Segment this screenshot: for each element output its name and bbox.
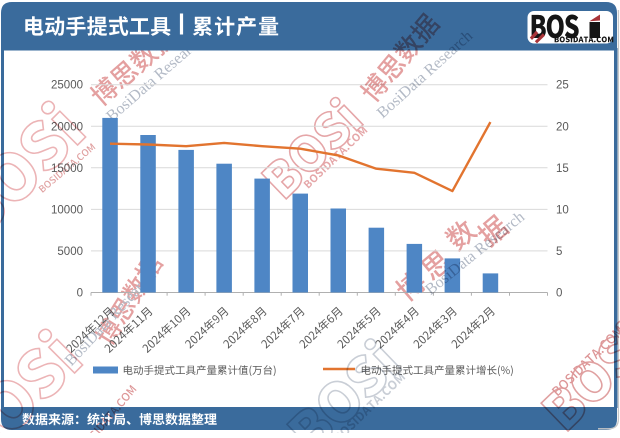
svg-text:5000: 5000	[57, 246, 83, 258]
svg-text:0: 0	[556, 288, 562, 300]
svg-text:0: 0	[77, 288, 83, 300]
svg-text:15: 15	[556, 163, 569, 175]
svg-text:10: 10	[556, 204, 569, 216]
svg-text:5: 5	[556, 246, 562, 258]
svg-text:25: 25	[556, 80, 569, 92]
svg-text:20: 20	[556, 121, 569, 133]
svg-text:10000: 10000	[51, 204, 83, 216]
svg-text:20000: 20000	[51, 121, 83, 133]
svg-text:25000: 25000	[51, 80, 83, 92]
svg-text:15000: 15000	[51, 163, 83, 175]
